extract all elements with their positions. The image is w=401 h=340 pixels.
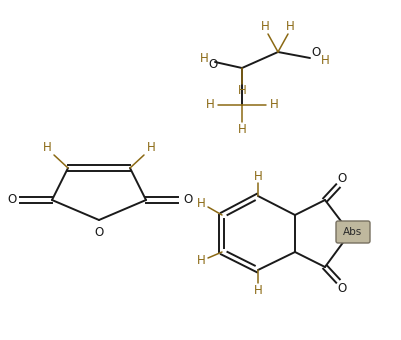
Text: H: H (205, 99, 214, 112)
Text: O: O (94, 225, 103, 238)
Text: H: H (253, 284, 262, 296)
Text: H: H (199, 51, 208, 65)
Text: H: H (237, 85, 246, 98)
Text: Abs: Abs (342, 227, 362, 237)
Text: H: H (237, 123, 246, 136)
Text: H: H (146, 141, 155, 154)
Text: H: H (320, 53, 328, 67)
Text: O: O (336, 172, 346, 186)
Text: O: O (311, 47, 320, 60)
Text: O: O (183, 193, 192, 206)
Text: H: H (285, 19, 294, 33)
Text: O: O (7, 193, 16, 206)
Text: O: O (336, 282, 346, 294)
Text: H: H (43, 141, 51, 154)
Text: H: H (196, 198, 205, 210)
Text: H: H (196, 255, 205, 268)
Text: H: H (253, 170, 262, 184)
Text: H: H (260, 19, 269, 33)
Text: H: H (269, 99, 277, 112)
FancyBboxPatch shape (335, 221, 369, 243)
Text: O: O (208, 58, 217, 71)
